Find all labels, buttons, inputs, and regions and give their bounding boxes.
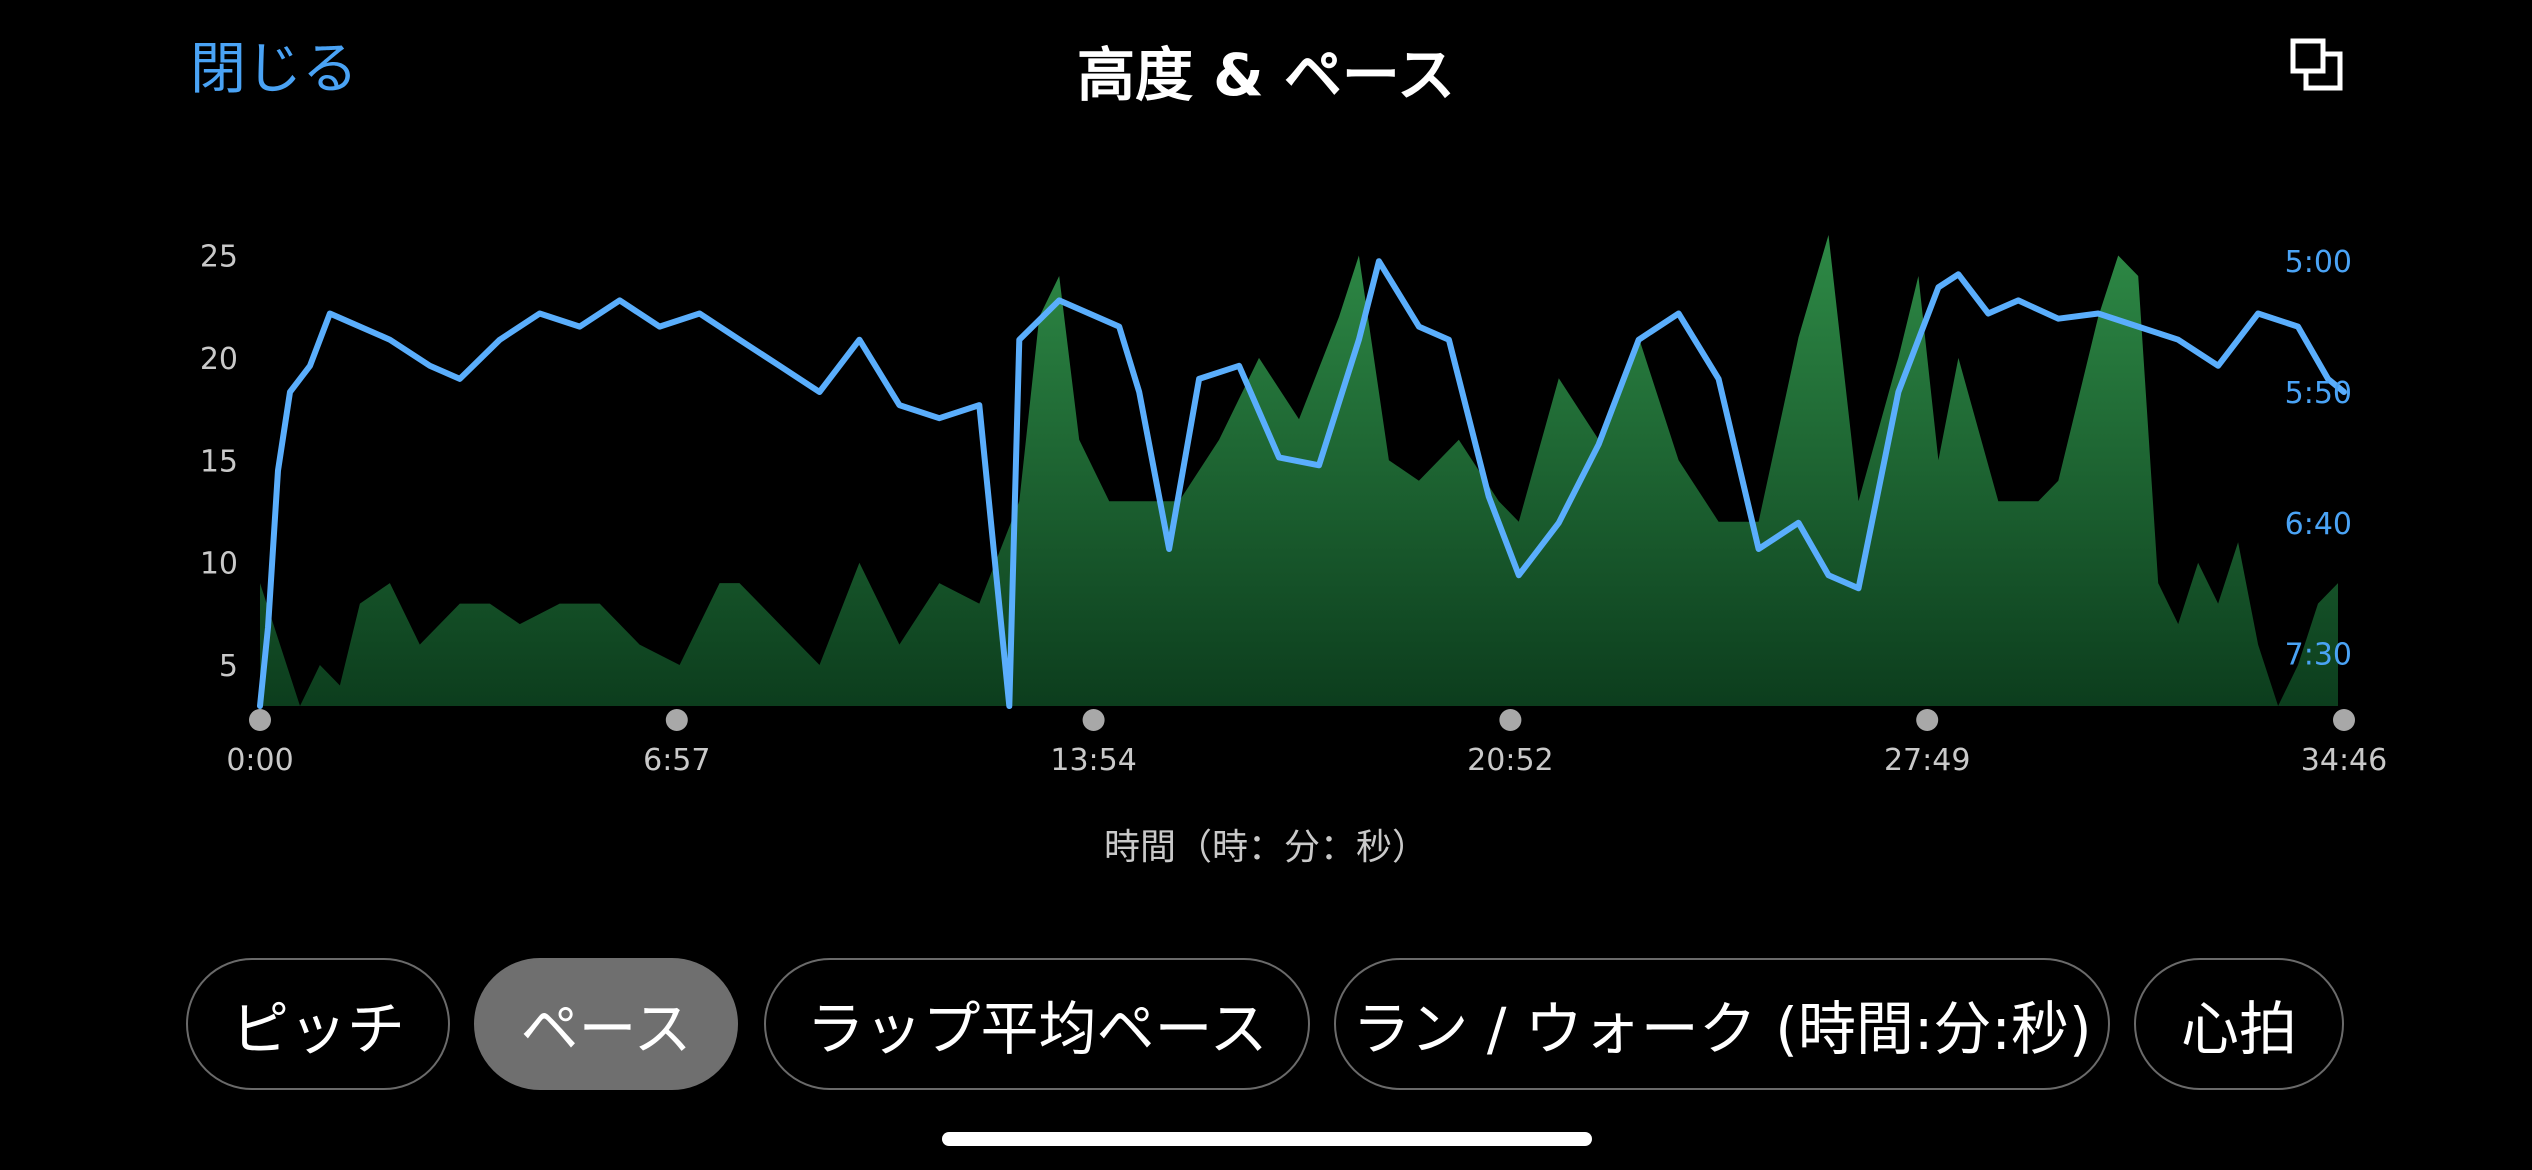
x-tick-dot [665, 709, 688, 731]
x-tick-label: 13:54 [1050, 743, 1136, 778]
y-right-tick-label: 7:30 [2285, 638, 2352, 673]
y-left-tick-label: 20 [200, 342, 238, 377]
x-tick-label: 20:52 [1467, 743, 1553, 778]
y-right-tick-label: 5:00 [2285, 245, 2352, 280]
y-left-tick-label: 10 [200, 547, 238, 582]
tab-pace[interactable]: ペース [474, 958, 738, 1090]
x-tick-dot [1916, 709, 1939, 731]
page-title: 高度 & ペース [1076, 41, 1456, 109]
x-tick-label: 34:46 [2301, 743, 2387, 778]
x-tick-dot [2333, 709, 2355, 731]
x-axis-title: 時間（時：分：秒） [1103, 827, 1428, 868]
y-left-tick-label: 25 [200, 239, 238, 274]
elevation-pace-chart: 5 10 15 20 25 5:00 5:50 6:40 7:30 0:00 6:57 13:54… [200, 235, 2387, 778]
tab-pitch[interactable]: ピッチ [186, 958, 450, 1090]
x-tick-dot [1082, 709, 1105, 731]
y-right-tick-label: 5:50 [2285, 376, 2352, 411]
y-right-tick-label: 6:40 [2285, 507, 2352, 542]
home-indicator [942, 1132, 1592, 1146]
x-tick-label: 27:49 [1884, 743, 1970, 778]
x-tick-label: 0:00 [226, 743, 293, 778]
elevation-area [260, 235, 2339, 706]
y-left-tick-label: 5 [219, 649, 238, 684]
x-tick-dot [1499, 709, 1522, 731]
expand-icon[interactable] [2290, 38, 2344, 92]
tab-heart-rate[interactable]: 心拍 [2134, 958, 2344, 1090]
tab-lap-average-pace[interactable]: ラップ平均ペース [764, 958, 1310, 1090]
x-tick-dot [249, 709, 271, 731]
pace-line [257, 258, 2347, 709]
tab-run-walk[interactable]: ラン / ウォーク (時間:分:秒) [1334, 958, 2110, 1090]
close-button[interactable]: 閉じる [190, 37, 358, 102]
y-left-tick-label: 15 [200, 444, 238, 479]
x-tick-label: 6:57 [643, 743, 710, 778]
